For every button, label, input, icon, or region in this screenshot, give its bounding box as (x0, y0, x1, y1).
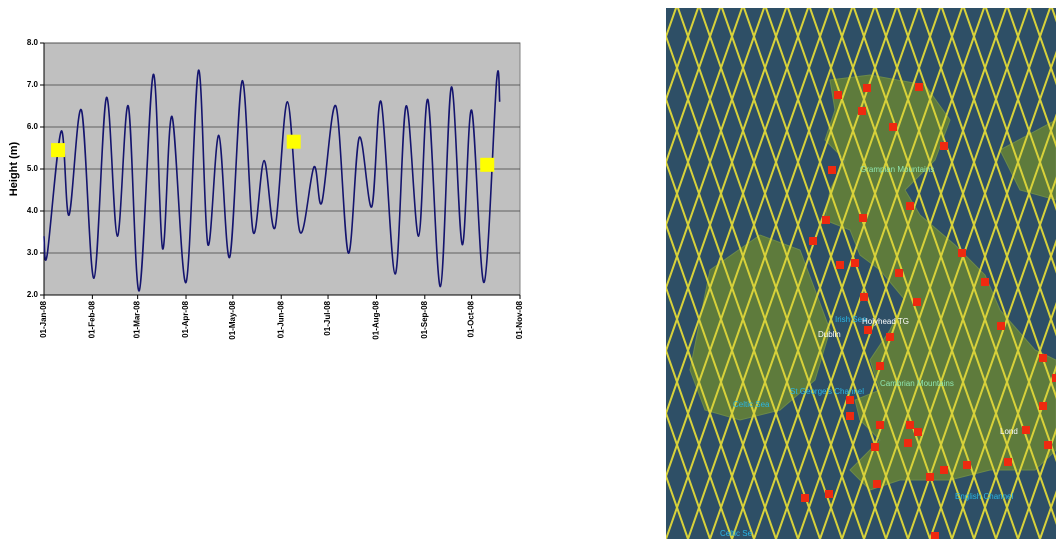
site (846, 412, 854, 420)
marker (287, 135, 301, 149)
marker (51, 143, 65, 157)
x-tick-label: 01-Aug-08 (372, 300, 381, 339)
x-tick-label: 01-Jul-08 (323, 300, 332, 335)
site (851, 259, 859, 267)
x-tick-label: 01-Jun-08 (276, 300, 285, 338)
site (1022, 426, 1030, 434)
site (931, 532, 939, 539)
site (876, 362, 884, 370)
x-tick-label: 01-May-08 (228, 300, 237, 339)
site (1039, 354, 1047, 362)
x-tick-label: 01-Oct-08 (467, 300, 476, 337)
site (863, 84, 871, 92)
map-label: Cambrian Mountains (880, 379, 954, 388)
x-tick-label: 01-Feb-08 (87, 300, 96, 338)
y-axis-label: Height (m) (8, 141, 20, 196)
site (886, 333, 894, 341)
site (846, 396, 854, 404)
site (906, 202, 914, 210)
y-tick-label: 4.0 (27, 206, 39, 215)
figure: Height (m) 2.0 3.0 4.0 5.0 6.0 7.0 8.0 01-Jan-0… (0, 0, 1056, 539)
site (981, 278, 989, 286)
y-tick-label: 2.0 (27, 290, 39, 299)
y-tick-label: 6.0 (27, 122, 39, 131)
site (859, 214, 867, 222)
site (1004, 458, 1012, 466)
marker (480, 158, 494, 172)
site (906, 421, 914, 429)
map-label: Lond (1000, 427, 1018, 436)
site (940, 142, 948, 150)
site (1052, 374, 1056, 382)
site (997, 322, 1005, 330)
site (801, 494, 809, 502)
page: Height (m) 2.0 3.0 4.0 5.0 6.0 7.0 8.0 01-Jan-0… (0, 0, 1056, 539)
site (864, 326, 872, 334)
site (809, 237, 817, 245)
map-label: St George's Channel (790, 387, 864, 396)
site (963, 461, 971, 469)
map-label: Celtic Se (720, 529, 753, 538)
x-tick-label: 01-Sep-08 (420, 300, 429, 338)
site (871, 443, 879, 451)
site (836, 261, 844, 269)
y-tick-label: 5.0 (27, 164, 39, 173)
site (828, 166, 836, 174)
site (926, 473, 934, 481)
site (895, 269, 903, 277)
y-tick-label: 3.0 (27, 248, 39, 257)
site (958, 249, 966, 257)
map-label: English Channel (955, 492, 1013, 501)
site (873, 480, 881, 488)
site (889, 123, 897, 131)
site (1044, 441, 1052, 449)
x-tick-label: 01-Apr-08 (181, 300, 190, 337)
x-tick-label: 01-Nov-08 (515, 300, 524, 339)
map-label: Dublin (818, 330, 841, 339)
map-label: Holyhead TG (862, 317, 909, 326)
y-tick-label: 7.0 (27, 80, 39, 89)
site (876, 421, 884, 429)
map-label: Celtic Sea (733, 400, 770, 409)
site (825, 490, 833, 498)
site (860, 293, 868, 301)
site (822, 216, 830, 224)
site (834, 91, 842, 99)
site (940, 466, 948, 474)
x-tick-label: 01-Jan-08 (39, 300, 48, 337)
site (913, 298, 921, 306)
site (1039, 402, 1047, 410)
y-tick-label: 8.0 (27, 38, 39, 47)
site (914, 428, 922, 436)
map-label: Grampian Mountains (860, 165, 934, 174)
x-tick-label: 01-Mar-08 (133, 300, 142, 338)
site (858, 107, 866, 115)
site (904, 439, 912, 447)
site (915, 83, 923, 91)
